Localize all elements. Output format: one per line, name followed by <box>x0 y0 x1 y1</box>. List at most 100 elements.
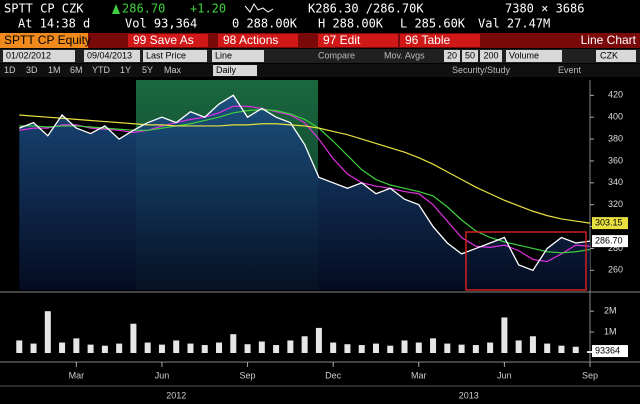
period-button[interactable]: Max <box>164 65 182 75</box>
last-price: 286.70 <box>122 2 165 16</box>
volume-bar <box>87 344 94 353</box>
table-button[interactable]: 96 Table <box>405 33 450 47</box>
volume-bar <box>273 345 280 353</box>
x-tick-label: Jun <box>155 370 170 380</box>
ticker: SPTT CP CZK <box>4 2 84 16</box>
volume-bar <box>73 338 80 353</box>
y-tick-label: 360 <box>608 155 623 165</box>
size: 7380 × 3686 <box>505 2 584 16</box>
button[interactable] <box>318 34 398 47</box>
price-line <box>19 94 591 272</box>
last-value-label: 303.15 <box>595 217 623 227</box>
volume-bar <box>201 345 208 353</box>
period-button[interactable]: 1M <box>48 65 61 75</box>
actions-button[interactable]: 98 Actions <box>223 33 278 47</box>
input[interactable] <box>213 65 257 76</box>
last-volume-label: 93364 <box>595 345 620 355</box>
volume-bar <box>101 345 108 353</box>
volume-bar <box>515 340 522 353</box>
y-tick-label: 260 <box>608 265 623 275</box>
mov-avgs: Mov. Avgs <box>384 50 425 60</box>
value: Val 27.47M <box>478 17 550 31</box>
volume-bar <box>287 340 294 353</box>
chart-kind: Line Chart <box>581 33 637 47</box>
volume-bar <box>558 345 565 353</box>
input[interactable] <box>212 50 264 62</box>
volume-bar <box>216 342 223 353</box>
ma-period[interactable]: 200 <box>483 50 498 60</box>
volume-bar <box>301 336 308 353</box>
security-box[interactable] <box>0 33 88 48</box>
start-date[interactable]: 01/02/2012 <box>6 50 51 60</box>
input[interactable] <box>143 50 207 62</box>
volume-bar <box>487 342 494 353</box>
year-label: 2012 <box>166 390 186 400</box>
compare[interactable]: Compare <box>318 50 355 60</box>
ma-period[interactable]: 20 <box>447 50 457 60</box>
high: H 288.00K <box>318 17 384 31</box>
volume-bar <box>130 323 137 353</box>
x-tick-label: Mar <box>69 370 85 380</box>
end-date[interactable]: 09/04/2013 <box>87 50 132 60</box>
volume-bar <box>544 343 551 353</box>
security[interactable]: SPTT CP Equity <box>4 33 91 47</box>
period-button[interactable]: YTD <box>92 65 111 75</box>
button[interactable] <box>128 34 208 47</box>
x-tick-label: Jun <box>497 370 512 380</box>
volume-bar <box>59 342 66 353</box>
x-tick-label: Sep <box>240 370 256 380</box>
period-button[interactable]: 5Y <box>142 65 153 75</box>
volume-bar <box>315 327 322 353</box>
price-line <box>19 114 591 224</box>
volume-bar <box>116 343 123 353</box>
y-tick-label: 320 <box>608 199 623 209</box>
highlight-box <box>465 231 587 291</box>
volume-field[interactable]: Volume <box>509 50 539 60</box>
input[interactable] <box>506 50 562 62</box>
last-value-tag <box>592 217 628 230</box>
last-volume-tag <box>592 345 628 358</box>
event[interactable]: Event <box>558 65 582 75</box>
period-button[interactable]: 3D <box>26 65 38 75</box>
input[interactable] <box>3 50 75 62</box>
low: L 285.60K <box>400 17 466 31</box>
button[interactable] <box>218 34 298 47</box>
volume-bar <box>529 336 536 353</box>
volume-bar <box>16 340 23 353</box>
y-tick-label: 2M <box>604 306 617 316</box>
input[interactable] <box>444 50 460 62</box>
volume-bar <box>401 340 408 353</box>
volume-bar <box>587 351 593 353</box>
y-tick-label: 380 <box>608 133 623 143</box>
volume-bar <box>358 345 365 353</box>
study[interactable]: Security/Study <box>452 65 511 75</box>
field[interactable]: Last Price <box>146 50 186 60</box>
price-line <box>19 108 591 254</box>
volume-bar <box>144 342 151 353</box>
frequency[interactable]: Daily <box>216 65 237 75</box>
volume-bar <box>258 341 265 353</box>
volume-bar <box>330 342 337 353</box>
style[interactable]: Line <box>215 50 232 60</box>
input[interactable] <box>596 50 636 62</box>
volume-bar <box>230 334 237 353</box>
time: At 14:38 d <box>18 17 90 31</box>
save-button[interactable]: 99 Save As <box>133 33 194 47</box>
input[interactable] <box>462 50 478 62</box>
ma-period[interactable]: 50 <box>465 50 475 60</box>
volume: Vol 93,364 <box>125 17 197 31</box>
y-tick-label: 340 <box>608 177 623 187</box>
period-button[interactable]: 1Y <box>120 65 131 75</box>
volume-bar <box>44 311 51 353</box>
x-tick-label: Dec <box>325 370 342 380</box>
edit-button[interactable]: 97 Edit <box>323 33 361 47</box>
volume-bar <box>458 344 465 353</box>
period-button[interactable]: 6M <box>70 65 83 75</box>
currency[interactable]: CZK <box>600 50 618 60</box>
last-price-label: 286.70 <box>595 235 623 245</box>
input[interactable] <box>480 50 502 62</box>
period-button[interactable]: 1D <box>4 65 16 75</box>
button[interactable] <box>400 34 480 47</box>
input[interactable] <box>84 50 140 62</box>
